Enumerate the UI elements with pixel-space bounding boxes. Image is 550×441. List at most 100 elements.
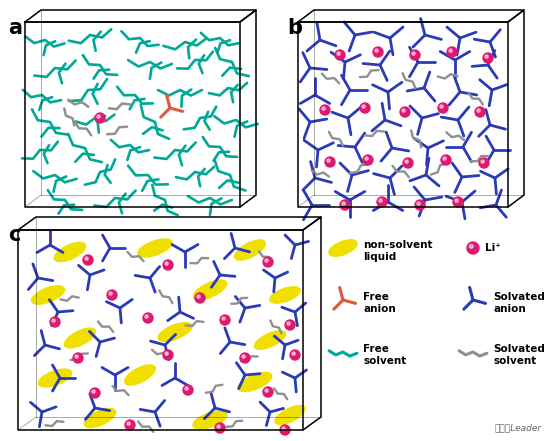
- Circle shape: [455, 199, 458, 202]
- Circle shape: [469, 244, 473, 248]
- Circle shape: [183, 385, 193, 395]
- Circle shape: [440, 105, 443, 108]
- Circle shape: [83, 255, 93, 265]
- Circle shape: [335, 50, 345, 60]
- Circle shape: [443, 157, 446, 160]
- Circle shape: [145, 315, 148, 318]
- Ellipse shape: [254, 331, 285, 349]
- Circle shape: [467, 242, 479, 254]
- Circle shape: [360, 103, 370, 113]
- Circle shape: [449, 49, 452, 52]
- Text: Free: Free: [363, 344, 389, 354]
- Circle shape: [163, 350, 173, 360]
- Text: a: a: [8, 18, 22, 38]
- Circle shape: [185, 387, 188, 390]
- Ellipse shape: [39, 369, 72, 387]
- Circle shape: [127, 422, 130, 425]
- Ellipse shape: [329, 240, 357, 256]
- Circle shape: [52, 319, 55, 322]
- Text: Solvated: Solvated: [493, 292, 545, 302]
- Circle shape: [50, 317, 60, 327]
- Circle shape: [92, 390, 95, 393]
- Circle shape: [400, 107, 410, 117]
- Circle shape: [165, 352, 168, 355]
- Circle shape: [479, 158, 489, 168]
- Ellipse shape: [54, 243, 86, 262]
- Text: Solvated: Solvated: [493, 344, 545, 354]
- Circle shape: [340, 200, 350, 210]
- Text: b: b: [287, 18, 302, 38]
- Text: anion: anion: [493, 304, 526, 314]
- Circle shape: [265, 389, 268, 392]
- Ellipse shape: [158, 323, 192, 341]
- Circle shape: [417, 202, 420, 205]
- Circle shape: [263, 257, 273, 267]
- Circle shape: [441, 155, 451, 165]
- Circle shape: [240, 353, 250, 363]
- Circle shape: [125, 420, 135, 430]
- Circle shape: [290, 350, 300, 360]
- Circle shape: [195, 293, 205, 303]
- Circle shape: [375, 49, 378, 52]
- Circle shape: [165, 262, 168, 265]
- Circle shape: [143, 313, 153, 323]
- Circle shape: [95, 113, 105, 123]
- Text: liquid: liquid: [363, 252, 396, 262]
- Ellipse shape: [238, 373, 272, 392]
- Circle shape: [285, 320, 295, 330]
- Text: 新能源Leader: 新能源Leader: [495, 423, 542, 432]
- Circle shape: [215, 423, 225, 433]
- Circle shape: [405, 160, 408, 163]
- Ellipse shape: [194, 280, 227, 300]
- Ellipse shape: [270, 287, 300, 303]
- Circle shape: [322, 107, 325, 110]
- Circle shape: [453, 197, 463, 207]
- Circle shape: [220, 315, 230, 325]
- Circle shape: [481, 160, 484, 163]
- Circle shape: [379, 199, 382, 202]
- Circle shape: [402, 109, 405, 112]
- Circle shape: [365, 157, 368, 160]
- Ellipse shape: [235, 240, 265, 260]
- Ellipse shape: [275, 406, 305, 425]
- Ellipse shape: [84, 408, 115, 428]
- Ellipse shape: [64, 328, 96, 348]
- Circle shape: [282, 427, 285, 430]
- Circle shape: [109, 292, 112, 295]
- Circle shape: [363, 155, 373, 165]
- Text: solvent: solvent: [363, 356, 406, 366]
- Circle shape: [163, 260, 173, 270]
- Circle shape: [242, 355, 245, 358]
- Ellipse shape: [138, 239, 172, 257]
- Ellipse shape: [125, 365, 155, 385]
- Circle shape: [337, 52, 340, 55]
- Circle shape: [412, 52, 415, 55]
- Circle shape: [320, 105, 330, 115]
- Ellipse shape: [193, 411, 227, 429]
- Text: Li⁺: Li⁺: [485, 243, 501, 253]
- Circle shape: [287, 322, 290, 325]
- Circle shape: [263, 387, 273, 397]
- Circle shape: [325, 157, 335, 167]
- Circle shape: [342, 202, 345, 205]
- Circle shape: [475, 107, 485, 117]
- Circle shape: [280, 425, 290, 435]
- Circle shape: [265, 259, 268, 262]
- Text: solvent: solvent: [493, 356, 536, 366]
- Circle shape: [485, 55, 488, 58]
- Circle shape: [410, 50, 420, 60]
- Circle shape: [477, 109, 480, 112]
- Text: c: c: [8, 225, 20, 245]
- Text: Free: Free: [363, 292, 389, 302]
- Circle shape: [438, 103, 448, 113]
- Circle shape: [197, 295, 200, 298]
- Circle shape: [415, 200, 425, 210]
- Circle shape: [107, 290, 117, 300]
- Circle shape: [75, 355, 78, 358]
- Circle shape: [90, 388, 100, 398]
- Circle shape: [447, 47, 457, 57]
- Circle shape: [97, 115, 100, 118]
- Circle shape: [73, 353, 83, 363]
- Circle shape: [217, 425, 220, 428]
- Circle shape: [373, 47, 383, 57]
